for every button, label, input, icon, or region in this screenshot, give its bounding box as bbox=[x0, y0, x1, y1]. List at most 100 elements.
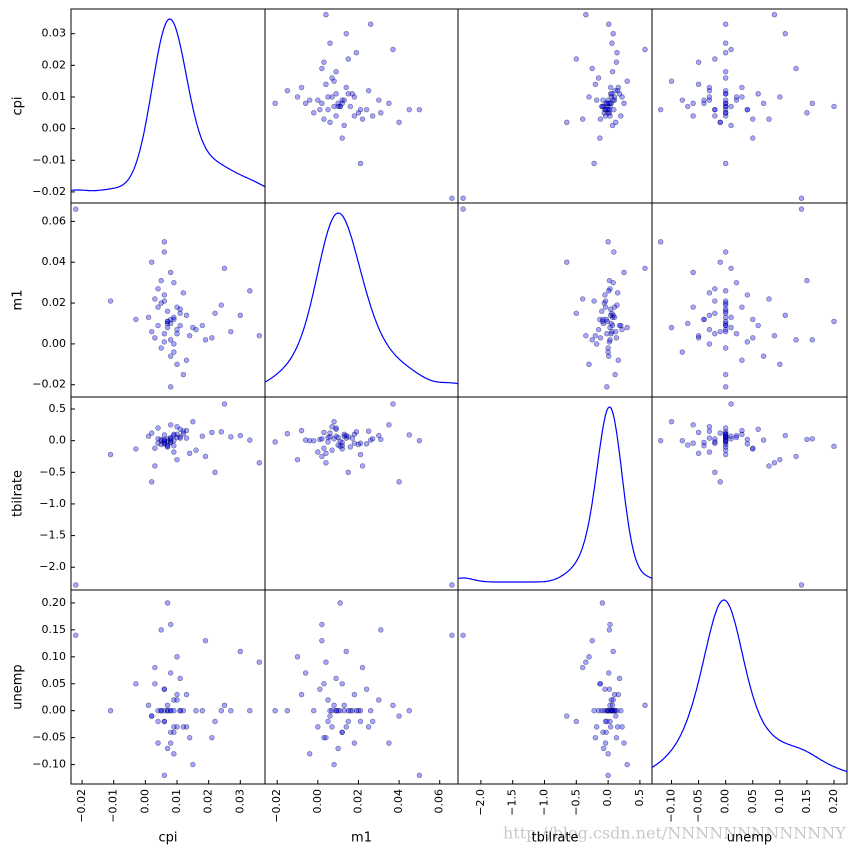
point bbox=[607, 91, 614, 97]
point bbox=[605, 106, 611, 113]
point bbox=[606, 708, 612, 714]
panel bbox=[264, 589, 459, 785]
point bbox=[331, 418, 337, 425]
y-tick-label: −1.5 bbox=[39, 529, 66, 542]
y-tick-label: 0.15 bbox=[42, 623, 67, 636]
point bbox=[793, 65, 799, 72]
point bbox=[602, 113, 609, 119]
point bbox=[349, 435, 356, 441]
point bbox=[722, 160, 729, 167]
point bbox=[174, 330, 180, 337]
y-tick-label: −0.10 bbox=[32, 758, 66, 771]
point bbox=[164, 745, 171, 752]
point bbox=[611, 106, 617, 113]
point bbox=[221, 702, 228, 709]
point bbox=[728, 401, 734, 407]
point bbox=[152, 296, 158, 302]
point bbox=[167, 621, 174, 628]
point bbox=[592, 734, 599, 741]
panel-frame bbox=[457, 589, 653, 785]
point bbox=[722, 444, 729, 450]
panel bbox=[457, 589, 653, 785]
point bbox=[722, 75, 729, 81]
point bbox=[306, 437, 313, 444]
point bbox=[347, 444, 354, 450]
point bbox=[327, 430, 333, 436]
point bbox=[161, 292, 168, 298]
point bbox=[706, 326, 713, 333]
point bbox=[164, 442, 171, 448]
point bbox=[171, 437, 177, 444]
point bbox=[606, 353, 612, 359]
y-tick-label: 0.06 bbox=[42, 214, 67, 227]
point bbox=[149, 713, 155, 719]
point bbox=[335, 103, 341, 110]
point bbox=[164, 308, 171, 314]
point bbox=[695, 81, 702, 88]
point bbox=[804, 277, 810, 284]
point bbox=[180, 290, 187, 296]
point bbox=[317, 106, 323, 113]
point bbox=[449, 582, 455, 588]
point bbox=[614, 724, 621, 730]
point bbox=[331, 702, 337, 709]
point bbox=[155, 425, 161, 431]
point bbox=[744, 436, 751, 443]
point bbox=[180, 371, 187, 378]
point bbox=[319, 637, 325, 644]
point bbox=[591, 298, 597, 304]
point bbox=[183, 427, 190, 434]
point bbox=[607, 724, 614, 730]
point bbox=[460, 206, 466, 212]
point bbox=[325, 94, 331, 100]
panel-frame bbox=[70, 8, 266, 204]
point bbox=[600, 103, 607, 110]
point bbox=[739, 357, 745, 363]
point bbox=[174, 654, 180, 660]
point bbox=[706, 94, 713, 100]
x-tick-label: 0.0 bbox=[601, 789, 614, 807]
point bbox=[777, 94, 783, 100]
point bbox=[695, 333, 702, 339]
point bbox=[624, 78, 630, 84]
point bbox=[624, 761, 630, 768]
point bbox=[319, 621, 325, 628]
point bbox=[606, 277, 613, 284]
point bbox=[359, 116, 366, 122]
point bbox=[809, 337, 816, 343]
point bbox=[793, 453, 799, 460]
point bbox=[331, 761, 337, 768]
point bbox=[712, 310, 718, 316]
point bbox=[416, 437, 423, 444]
point bbox=[619, 94, 625, 100]
point bbox=[717, 479, 723, 485]
panel-frame bbox=[457, 202, 653, 398]
point bbox=[668, 418, 675, 425]
point bbox=[706, 290, 713, 296]
point bbox=[158, 436, 164, 443]
point bbox=[363, 441, 370, 447]
point bbox=[589, 65, 595, 72]
point bbox=[390, 401, 396, 407]
panel-frame bbox=[264, 202, 459, 398]
point bbox=[642, 702, 648, 709]
point bbox=[583, 333, 589, 339]
density-curve bbox=[457, 406, 653, 583]
point bbox=[284, 708, 291, 714]
point bbox=[599, 308, 605, 314]
point bbox=[247, 437, 253, 443]
point bbox=[337, 708, 343, 714]
point bbox=[186, 734, 193, 741]
point bbox=[614, 290, 621, 296]
point bbox=[733, 432, 740, 439]
point bbox=[186, 333, 193, 339]
point bbox=[712, 113, 718, 119]
point bbox=[739, 84, 745, 91]
point bbox=[327, 713, 333, 719]
point bbox=[690, 113, 696, 119]
point bbox=[319, 100, 325, 107]
point bbox=[613, 335, 620, 341]
point bbox=[657, 106, 664, 113]
point bbox=[712, 56, 718, 62]
point bbox=[831, 103, 837, 110]
